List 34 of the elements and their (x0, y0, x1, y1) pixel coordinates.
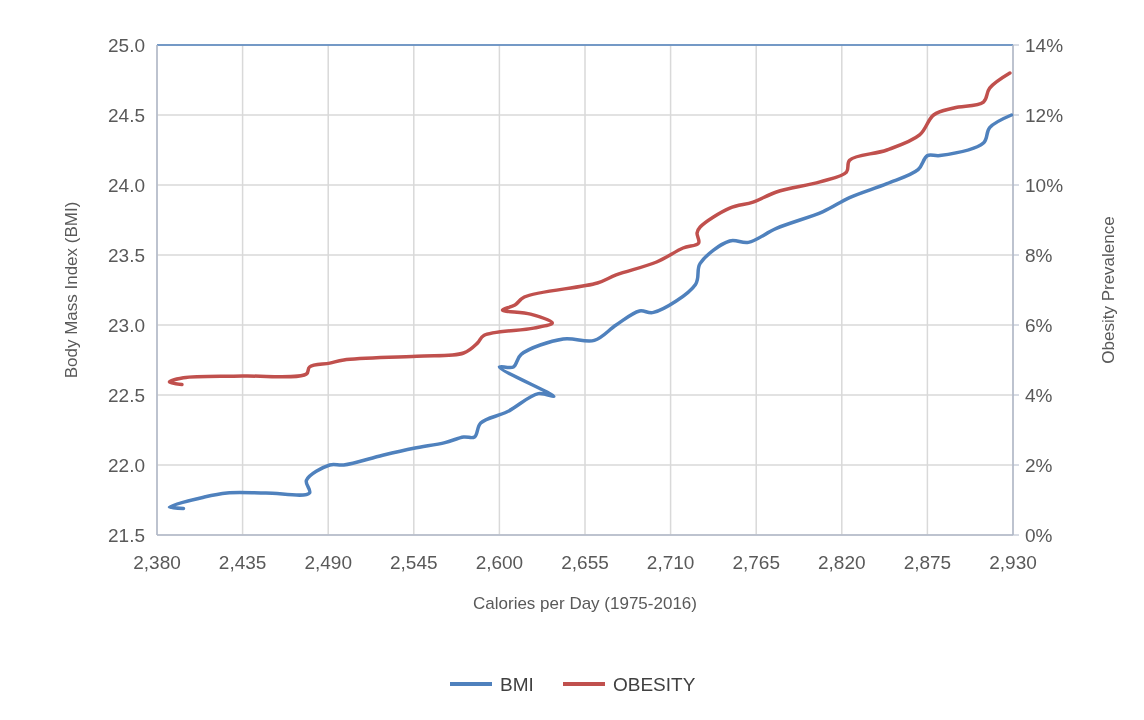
y-tick-label: 24.0 (108, 175, 145, 196)
x-tick-label: 2,930 (989, 552, 1037, 573)
x-tick-label: 2,600 (475, 552, 524, 573)
y-tick-label: 23.5 (108, 245, 145, 266)
y-tick-label: 25.0 (108, 35, 145, 56)
x-axis-title: Calories per Day (1975-2016) (473, 594, 697, 613)
y2-tick-label: 4% (1025, 385, 1053, 406)
x-tick-label: 2,655 (561, 552, 609, 573)
x-tick-label: 2,710 (646, 552, 695, 573)
y-tick-label: 23.0 (108, 315, 145, 336)
x-tick-label: 2,380 (133, 552, 181, 573)
x-tick-label: 2,820 (818, 552, 866, 573)
y2-tick-label: 14% (1025, 35, 1064, 56)
y2-axis-title: Obesity Prevalence (1099, 216, 1118, 364)
legend-label: OBESITY (613, 674, 696, 695)
y2-tick-label: 6% (1025, 315, 1053, 336)
y2-tick-label: 2% (1025, 455, 1053, 476)
y-tick-label: 24.5 (108, 105, 145, 126)
y-tick-label: 22.0 (108, 455, 145, 476)
x-tick-label: 2,875 (903, 552, 952, 573)
line-series (167, 113, 1014, 511)
x-tick-label: 2,435 (218, 552, 267, 573)
y2-tick-label: 0% (1025, 525, 1053, 546)
y2-tick-label: 8% (1025, 245, 1053, 266)
x-tick-label: 2,545 (390, 552, 438, 573)
y-axis-title: Body Mass Index (BMI) (62, 201, 81, 379)
y-tick-label: 21.5 (108, 525, 145, 546)
line-series (167, 71, 1012, 387)
y2-tick-label: 12% (1025, 105, 1064, 126)
y-tick-label: 22.5 (108, 385, 145, 406)
x-tick-label: 2,765 (732, 552, 780, 573)
y2-tick-label: 10% (1025, 175, 1064, 196)
legend-label: BMI (500, 674, 534, 695)
x-tick-label: 2,490 (304, 552, 352, 573)
